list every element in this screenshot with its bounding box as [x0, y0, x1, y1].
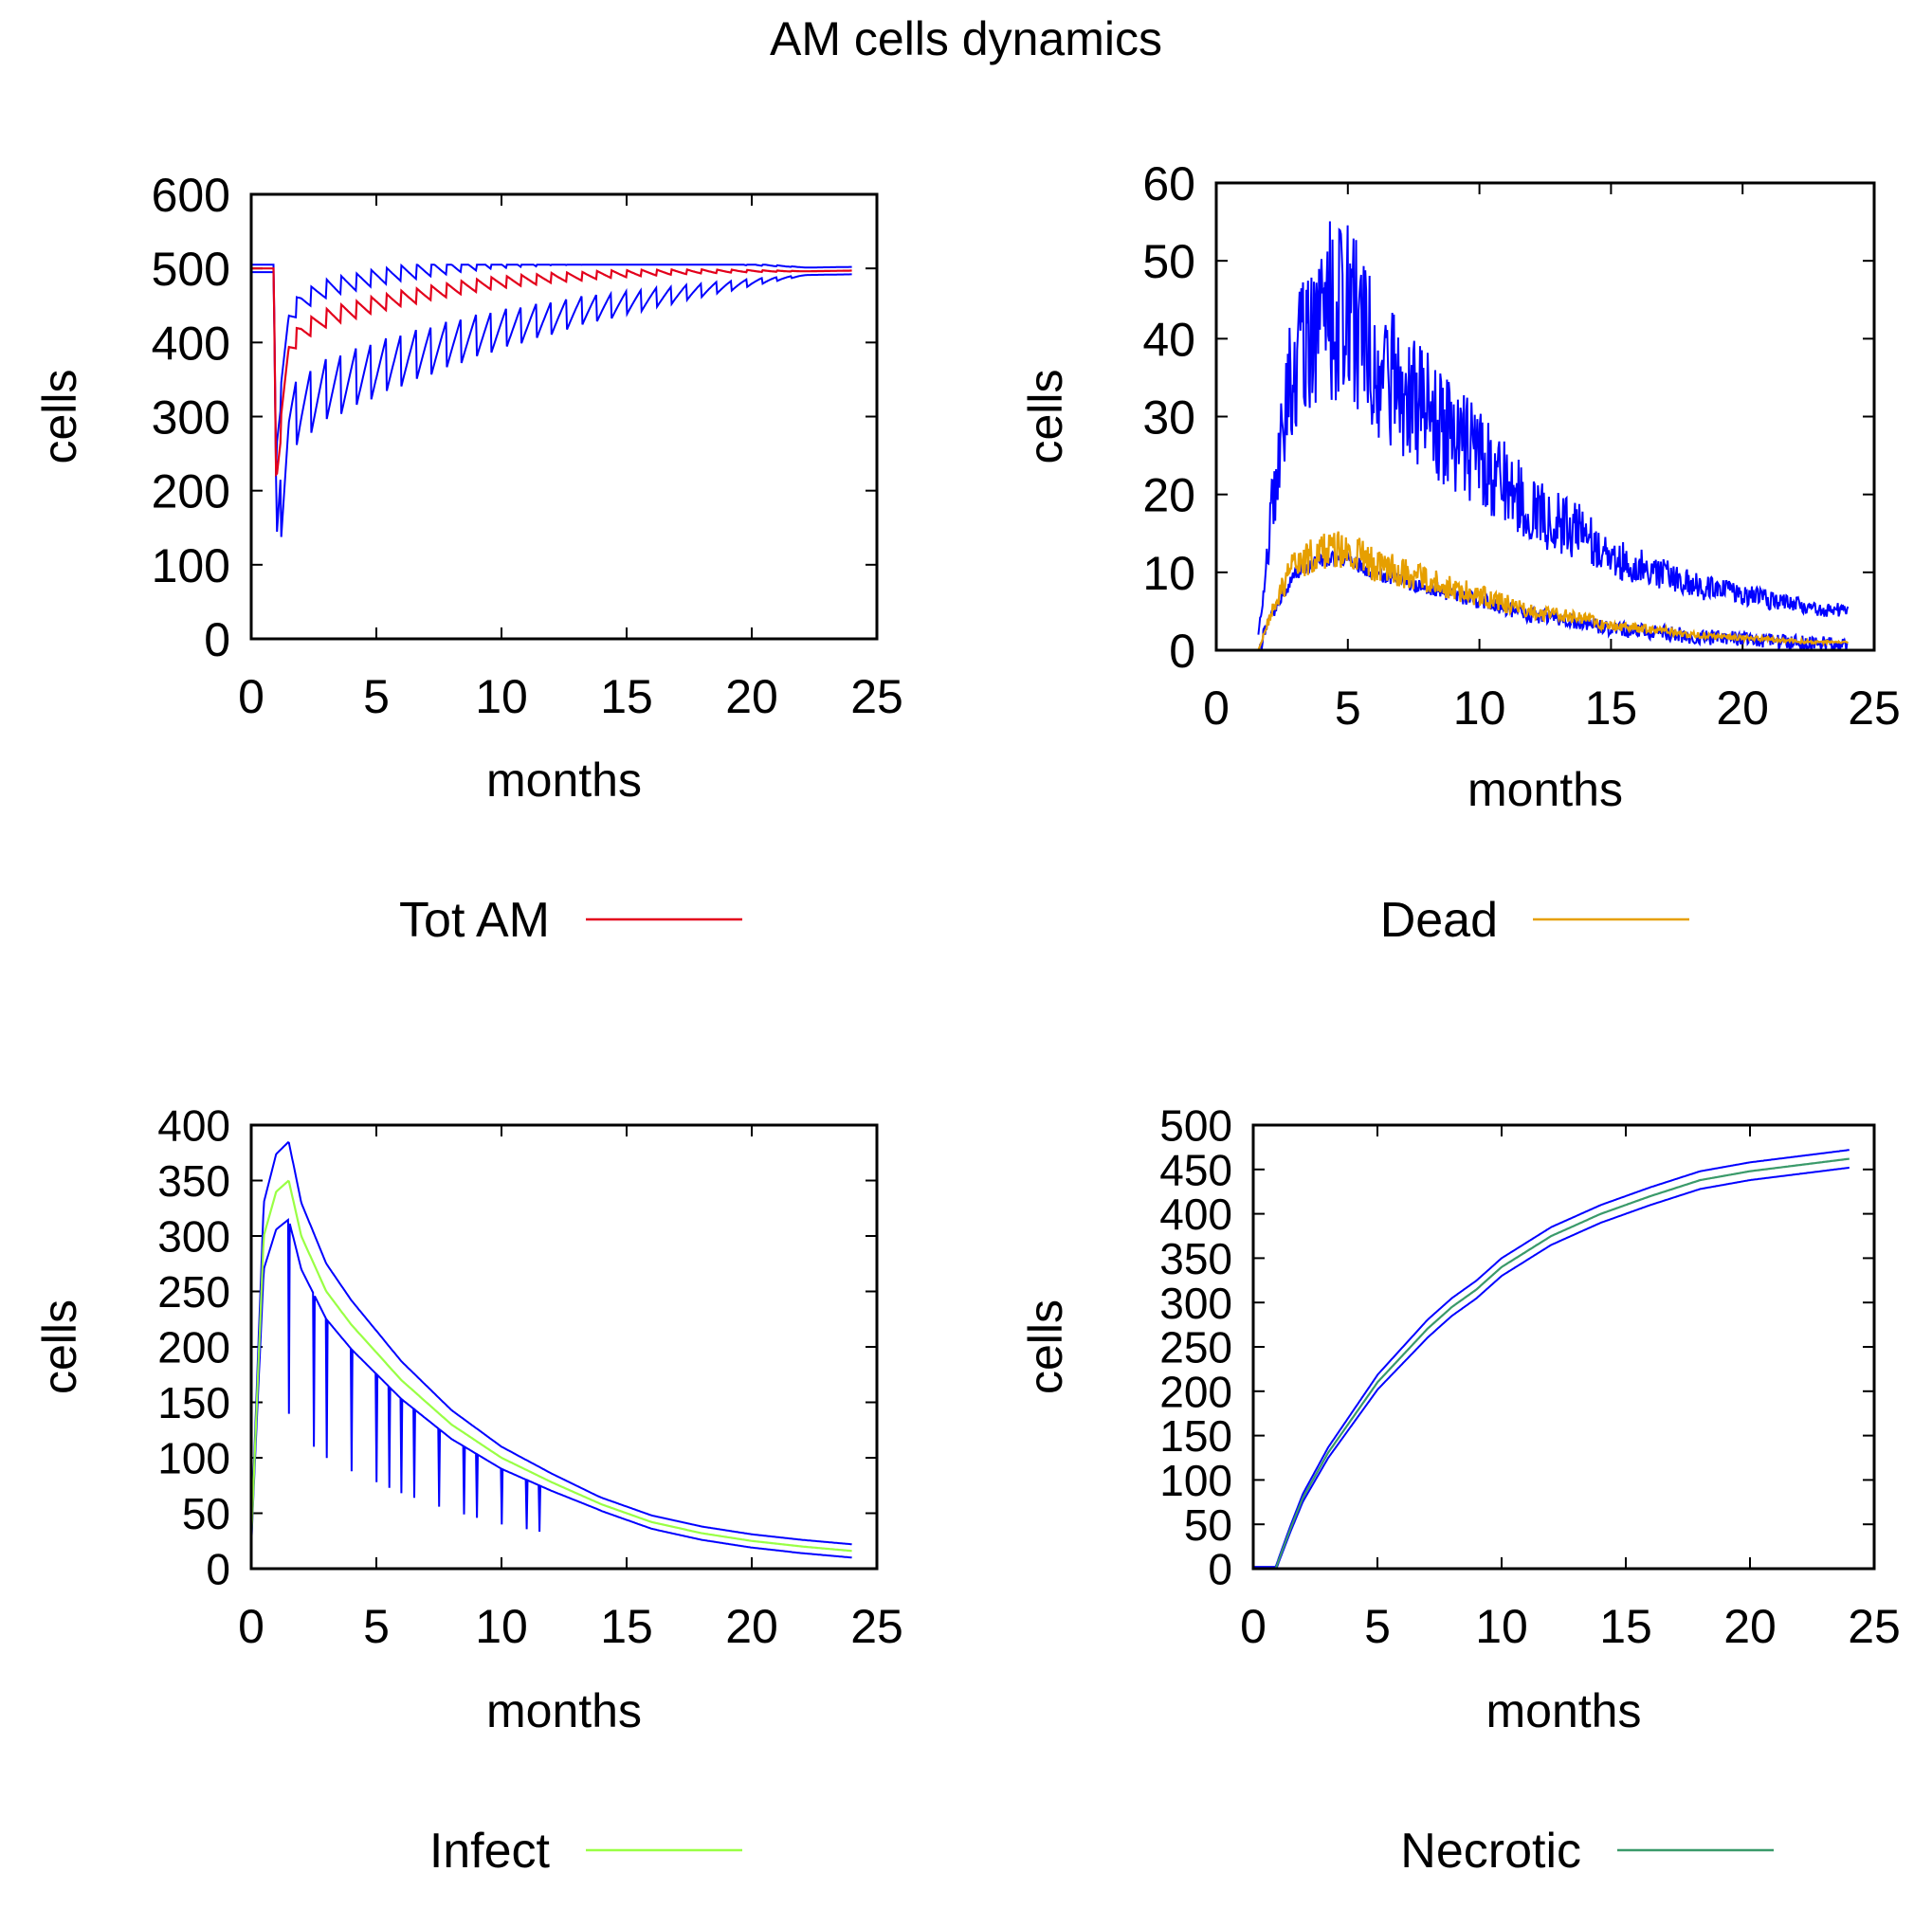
- x-tick-label: 15: [1585, 681, 1638, 735]
- x-tick-label: 10: [1475, 1600, 1528, 1653]
- y-tick-label: 400: [152, 317, 230, 370]
- x-tick-label: 15: [1599, 1600, 1652, 1653]
- y-tick-label: 300: [152, 391, 230, 445]
- x-tick-label: 15: [600, 670, 653, 723]
- x-tick-label: 10: [1453, 681, 1506, 735]
- y-tick-label: 400: [157, 1101, 230, 1151]
- y-tick-label: 60: [1142, 157, 1195, 210]
- x-tick-label: 15: [600, 1600, 653, 1653]
- y-tick-label: 350: [157, 1156, 230, 1206]
- series-lower-bound: [251, 1217, 852, 1559]
- series-mean-line: [251, 267, 852, 478]
- legend-label: Dead: [1380, 893, 1498, 948]
- y-tick-label: 50: [182, 1489, 230, 1538]
- x-tick-label: 25: [850, 1600, 903, 1653]
- y-tick-label: 500: [152, 243, 230, 296]
- plot-frame: [249, 192, 879, 641]
- series-tot_am: [251, 263, 852, 537]
- y-tick-label: 0: [206, 1545, 230, 1594]
- y-tick-label: 0: [1169, 625, 1195, 678]
- series-mean-line: [1253, 1157, 1850, 1569]
- x-axis-label: months: [486, 1684, 642, 1737]
- x-tick-label: 0: [238, 670, 264, 723]
- chart-dead: 0 10 20 30 40 50 60 0 5 10 15 20 25 months cells Dead: [1019, 157, 1901, 948]
- y-tick-label: 250: [1159, 1323, 1232, 1372]
- y-axis-label: cells: [1019, 369, 1072, 463]
- x-axis-label: months: [1467, 763, 1623, 816]
- y-tick-label: 250: [157, 1267, 230, 1317]
- y-tick-label: 150: [157, 1378, 230, 1427]
- y-tick-label: 100: [1159, 1456, 1232, 1505]
- x-tick-label: 10: [475, 670, 528, 723]
- series-upper-bound: [251, 1140, 852, 1546]
- plot-frame: [1214, 181, 1876, 652]
- legend-label: Necrotic: [1400, 1824, 1581, 1879]
- x-tick-label: 25: [850, 670, 903, 723]
- y-tick-label: 150: [1159, 1411, 1232, 1461]
- y-tick-label: 30: [1142, 391, 1195, 445]
- series-mean-line: [1257, 531, 1850, 650]
- x-tick-label: 5: [1335, 681, 1361, 735]
- y-tick-label: 200: [157, 1323, 230, 1372]
- plot-frame: [249, 1123, 879, 1571]
- x-tick-label: 20: [725, 670, 778, 723]
- x-tick-label: 25: [1848, 681, 1901, 735]
- series-dead: [1257, 221, 1850, 650]
- x-tick-label: 5: [1364, 1600, 1391, 1653]
- x-tick-label: 5: [363, 1600, 390, 1653]
- x-tick-label: 20: [1716, 681, 1769, 735]
- x-tick-label: 25: [1848, 1600, 1901, 1653]
- y-tick-label: 200: [1159, 1367, 1232, 1416]
- y-tick-label: 300: [157, 1212, 230, 1262]
- series-lower-bound: [1253, 1166, 1850, 1569]
- y-tick-label: 100: [157, 1434, 230, 1483]
- y-tick-label: 40: [1142, 313, 1195, 366]
- series-upper-bound: [1257, 221, 1850, 635]
- y-axis-label: cells: [33, 369, 86, 463]
- y-tick-label: 350: [1159, 1234, 1232, 1283]
- y-tick-label: 0: [1208, 1545, 1232, 1594]
- y-tick-label: 200: [152, 465, 230, 518]
- y-axis-label: cells: [33, 1299, 86, 1394]
- y-tick-label: 600: [152, 169, 230, 222]
- y-tick-label: 20: [1142, 469, 1195, 522]
- x-axis-label: months: [486, 754, 642, 807]
- plot-frame: [1251, 1123, 1876, 1571]
- series-upper-bound: [251, 263, 852, 471]
- y-tick-label: 50: [1142, 235, 1195, 288]
- y-tick-label: 450: [1159, 1145, 1232, 1194]
- x-tick-label: 0: [238, 1600, 264, 1653]
- series-necrotic: [1253, 1149, 1850, 1569]
- y-tick-label: 10: [1142, 547, 1195, 600]
- y-tick-label: 0: [204, 613, 230, 666]
- x-axis-label: months: [1486, 1684, 1642, 1737]
- x-tick-label: 20: [725, 1600, 778, 1653]
- y-tick-label: 500: [1159, 1101, 1232, 1151]
- legend-label: Tot AM: [399, 893, 550, 948]
- y-tick-label: 400: [1159, 1190, 1232, 1239]
- legend-label: Infect: [429, 1824, 551, 1879]
- chart-tot_am: 0 100 200 300 400 500 600 0 5 10 15 20 25 months cells…: [33, 169, 903, 948]
- series-infect: [251, 1140, 852, 1559]
- x-tick-label: 0: [1203, 681, 1230, 735]
- series-lower-bound: [251, 271, 852, 537]
- x-tick-label: 10: [475, 1600, 528, 1653]
- y-tick-label: 50: [1184, 1500, 1232, 1550]
- x-tick-label: 20: [1723, 1600, 1777, 1653]
- x-tick-label: 0: [1240, 1600, 1267, 1653]
- series-mean-line: [251, 1179, 852, 1553]
- figure-title: AM cells dynamics: [770, 12, 1162, 65]
- y-axis-label: cells: [1019, 1299, 1072, 1394]
- y-tick-label: 100: [152, 539, 230, 592]
- x-tick-label: 5: [363, 670, 390, 723]
- y-tick-label: 300: [1159, 1279, 1232, 1328]
- series-upper-bound: [1253, 1149, 1850, 1569]
